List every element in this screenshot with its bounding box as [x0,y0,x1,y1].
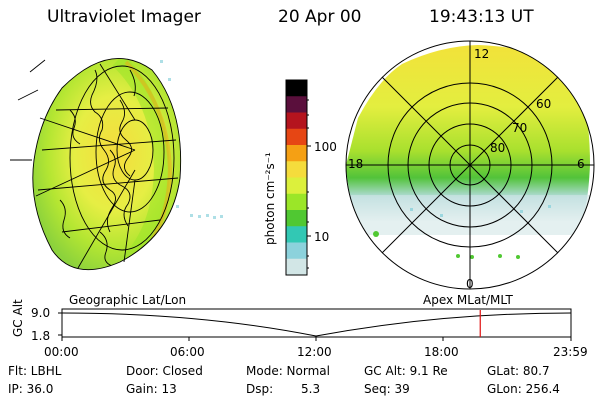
colorbar-unit-label: photon cm⁻²s⁻¹ [263,152,277,245]
colorbar-swatch [286,258,307,276]
colorbar-swatch [286,96,307,113]
timeline-y-tick-bottom: 1.8 [31,329,51,343]
timeline-y-tick-top: 9.0 [31,306,51,320]
mlt-label-12: 12 [474,47,490,61]
colorbar-swatch [286,226,307,243]
time-label: 19:43:13 UT [429,7,534,27]
colorbar-swatch [286,193,307,211]
timeline-x-tick-0600: 06:00 [170,345,205,359]
timeline-x-tick-1800: 18:00 [424,345,459,359]
lat-label-80: 80 [490,141,506,155]
info-gain: Gain: 13 [126,382,177,396]
colorbar-swatch [286,161,307,178]
info-ip: IP: 36.0 [8,382,54,396]
colorbar [285,79,311,276]
lat-label-70: 70 [512,121,528,135]
colorbar-swatch [286,177,307,195]
mlt-label-6: 6 [577,157,585,171]
colorbar-swatch [286,128,307,146]
timeline-x-tick-2359: 23:59 [553,345,588,359]
info-filter: Flt: LBHL [8,364,62,378]
geographic-image [10,58,223,271]
info-seq: Seq: 39 [364,382,410,396]
info-glon: GLon: 256.4 [487,382,560,396]
timeline-x-tick-1200: 12:00 [297,345,332,359]
mlt-label-0: 0 [466,277,474,291]
info-dsp-value: 5.3 [301,382,321,396]
colorbar-swatch [286,242,307,260]
timeline-x-tick-0000: 00:00 [44,345,79,359]
mlt-label-18: 18 [348,157,364,171]
lat-label-60: 60 [536,97,552,111]
left-panel-label: Geographic Lat/Lon [69,293,187,307]
colorbar-swatch [286,145,307,162]
colorbar-swatch [286,112,307,130]
colorbar-tick-10: 10 [314,230,330,244]
timeline-y-label: GC Alt [11,299,25,337]
colorbar-swatch [286,210,307,227]
timeline-plot [58,308,572,341]
info-dsp-label: Dsp: [246,382,274,396]
colorbar-swatch [286,80,307,97]
polar-plot [345,40,595,290]
date-label: 20 Apr 00 [278,7,362,27]
app-title: Ultraviolet Imager [47,7,201,27]
info-door: Door: Closed [126,364,203,378]
info-glat: GLat: 80.7 [487,364,550,378]
info-mode: Mode: Normal [246,364,330,378]
info-gc-alt: GC Alt: 9.1 Re [364,364,448,378]
colorbar-tick-100: 100 [314,140,337,154]
right-panel-label: Apex MLat/MLT [423,293,513,307]
